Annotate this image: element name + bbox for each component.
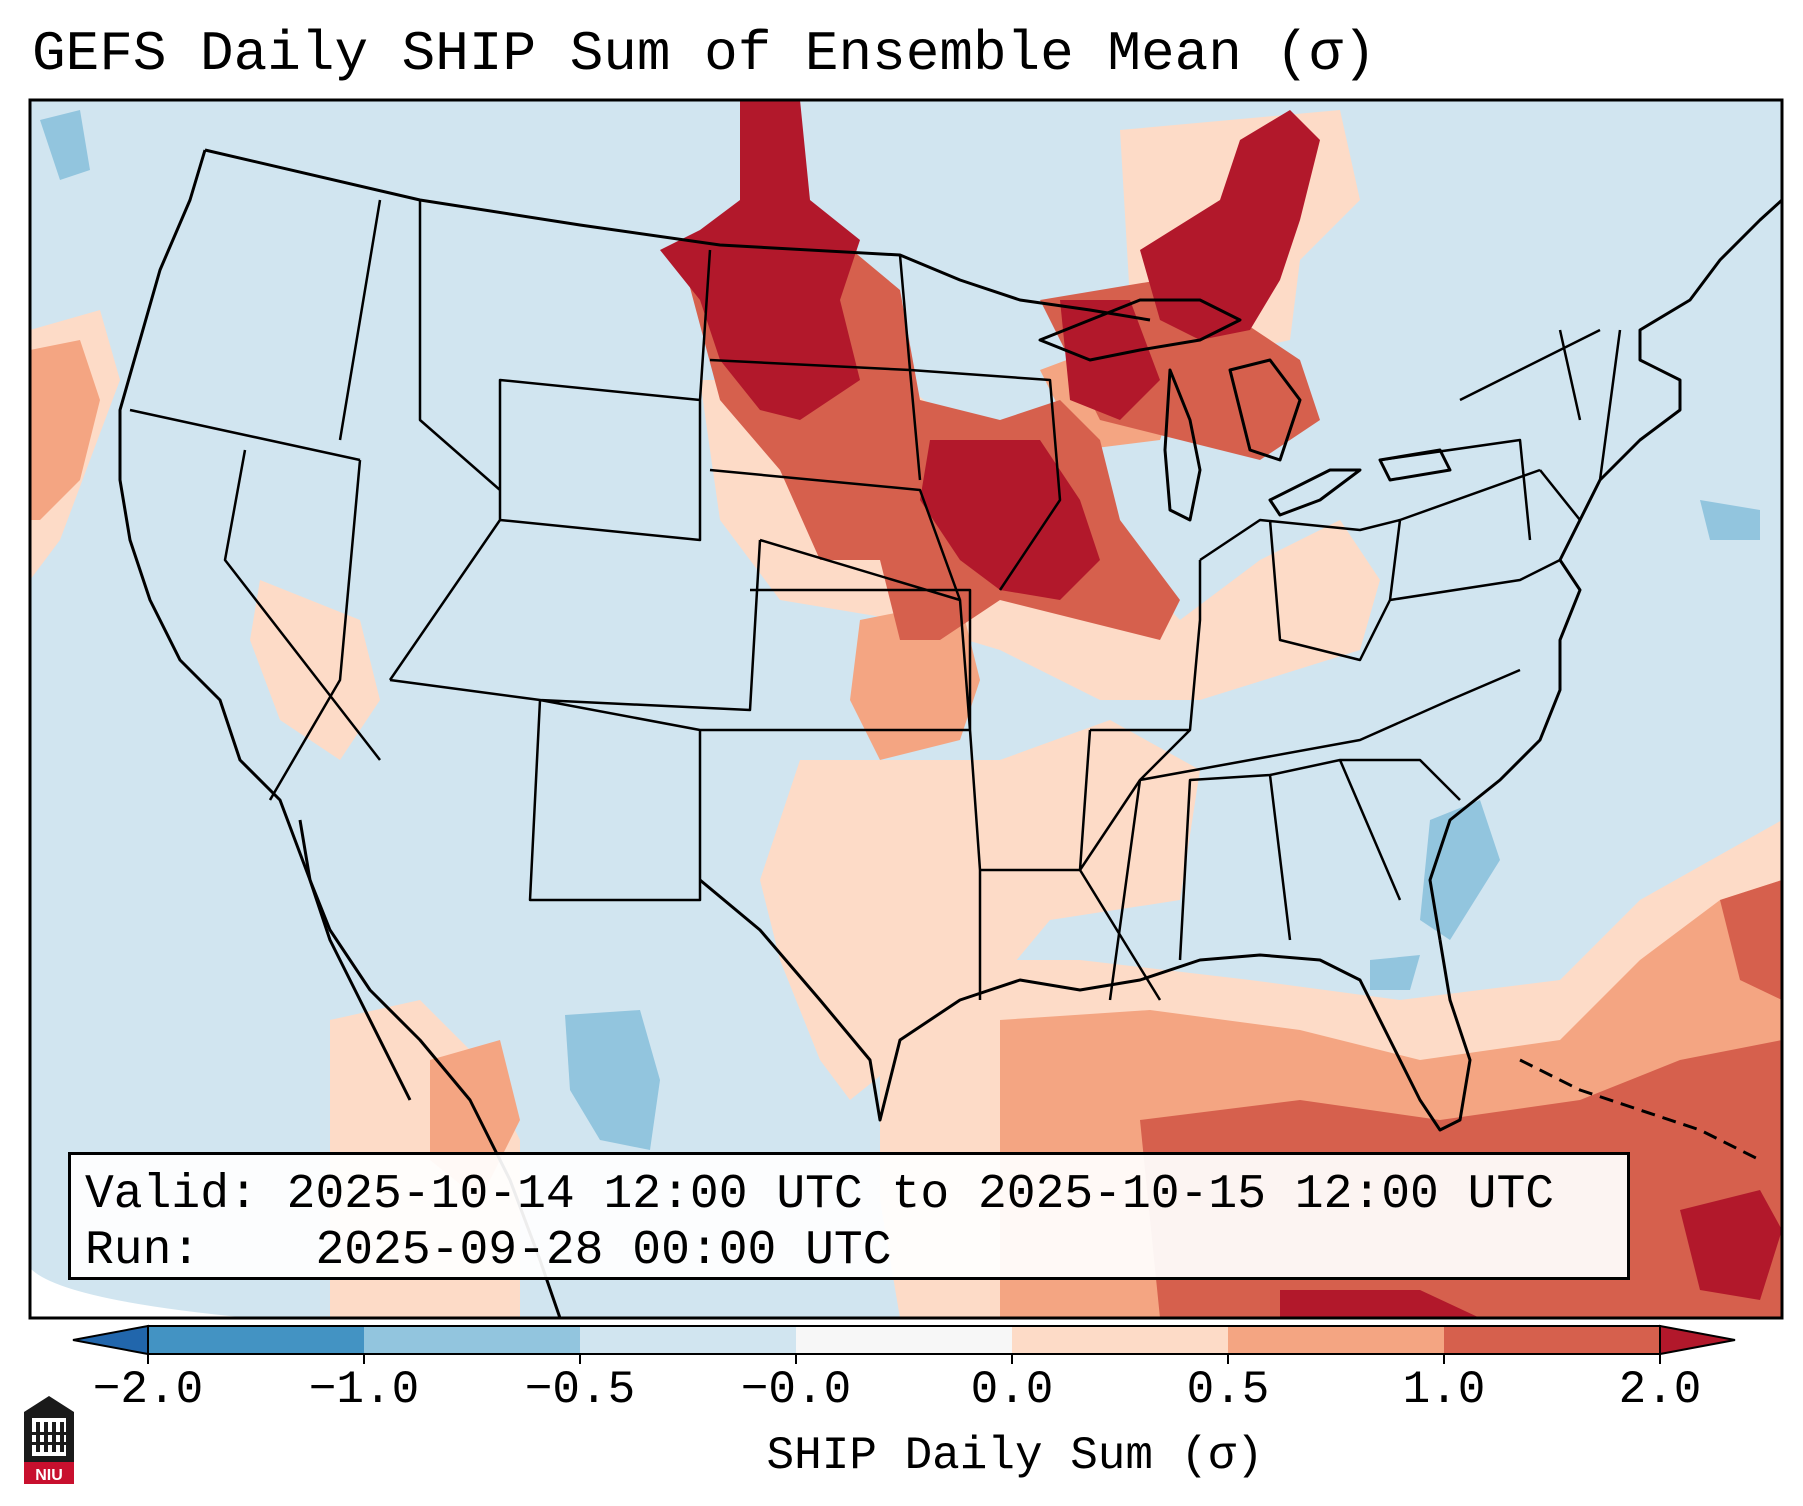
colorbar-tick-label: 0.5 xyxy=(1186,1364,1270,1416)
colorbar-segment xyxy=(796,1326,1013,1354)
colorbar-segment xyxy=(364,1326,581,1354)
colorbar-tick-label: 0.0 xyxy=(970,1364,1054,1416)
colorbar xyxy=(72,1324,1736,1364)
anomaly-region-light-blue xyxy=(40,110,90,180)
colorbar-segment xyxy=(148,1326,365,1354)
map-frame xyxy=(28,98,1784,1320)
lake-superior xyxy=(1038,298,1242,362)
colorbar-tick-label: 2.0 xyxy=(1618,1364,1702,1416)
anomaly-region-dark-red xyxy=(1060,300,1160,420)
logo-text: NIU xyxy=(35,1467,63,1484)
map-panel xyxy=(30,100,1782,1318)
figure-title: GEFS Daily SHIP Sum of Ensemble Mean (σ) xyxy=(32,22,1377,86)
anomaly-region-dark-red xyxy=(1280,1290,1480,1318)
gulf-coastline xyxy=(699,878,1472,1132)
colorbar-frame xyxy=(147,1325,1661,1355)
colorbar-tick-label: −0.5 xyxy=(524,1364,636,1416)
anomaly-region-light-blue xyxy=(1370,955,1420,990)
run-label: Run: xyxy=(85,1224,201,1278)
valid-run-info-box: Valid: 2025-10-14 12:00 UTC to 2025-10-1… xyxy=(68,1152,1630,1280)
anomaly-region-light-blue xyxy=(565,1010,660,1150)
lake-michigan xyxy=(1163,368,1202,522)
baja-coast xyxy=(298,819,412,1101)
colorbar-tick-label: −0.0 xyxy=(740,1364,852,1416)
anomaly-region-mid-red xyxy=(30,340,100,520)
anomaly-region-dark-red xyxy=(920,440,1100,600)
anomaly-region-light-blue xyxy=(1700,500,1760,540)
anomaly-region-light-blue xyxy=(1420,800,1500,940)
anomaly-region-light-red xyxy=(250,580,380,760)
coastlines-and-borders xyxy=(118,148,1782,1318)
cuba-coast xyxy=(1519,1058,1761,1162)
colorbar-segment xyxy=(1012,1326,1229,1354)
valid-range: 2025-10-14 12:00 UTC to 2025-10-15 12:00… xyxy=(286,1168,1555,1222)
colorbar-extend-high xyxy=(1659,1324,1736,1356)
colorbar-segment xyxy=(1444,1326,1661,1354)
run-time: 2025-09-28 00:00 UTC xyxy=(315,1224,892,1278)
colorbar-segment xyxy=(1228,1326,1445,1354)
university-building-icon: NIU xyxy=(24,1396,74,1484)
colorbar-tick-label: 1.0 xyxy=(1402,1364,1486,1416)
anomaly-region-dark-red xyxy=(1140,110,1320,340)
valid-label: Valid: xyxy=(85,1168,258,1222)
anomaly-region-dark-red xyxy=(660,100,860,420)
colorbar-extend-low xyxy=(72,1324,149,1356)
lake-erie xyxy=(1268,468,1362,517)
projection-edge xyxy=(30,1268,250,1318)
colorbar-tick-label: −1.0 xyxy=(308,1364,420,1416)
lake-huron xyxy=(1228,358,1302,462)
colorbar-segment xyxy=(580,1326,797,1354)
anomaly-region-mid-red xyxy=(850,600,980,760)
anomaly-region-dark-red xyxy=(1680,1190,1782,1300)
colorbar-label: SHIP Daily Sum (σ) xyxy=(766,1430,1264,1482)
atlantic-coastline xyxy=(1428,198,1782,941)
pacific-coastline xyxy=(118,149,562,1318)
state-borders xyxy=(129,199,1622,1001)
anomaly-region-strong-red xyxy=(1720,880,1782,1000)
colorbar-tick-label: −2.0 xyxy=(92,1364,204,1416)
